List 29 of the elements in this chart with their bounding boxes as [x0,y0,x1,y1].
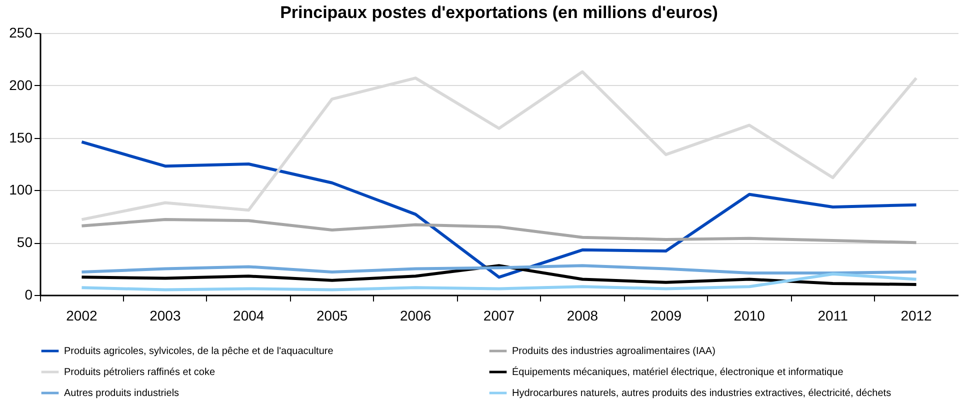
chart-title: Principaux postes d'exportations (en millions d'euros) [280,3,718,22]
y-tick-label: 0 [24,286,33,302]
x-tick-label: 2006 [400,308,432,324]
y-tick-label: 150 [9,129,33,146]
x-tick-label: 2010 [734,308,766,324]
x-tick-label: 2004 [233,308,264,324]
legend-label: Autres produits industriels [64,388,180,399]
y-tick-label: 250 [9,24,33,40]
y-tick-label: 200 [9,76,33,93]
x-tick-label: 2003 [150,308,181,324]
line-series [80,218,918,244]
x-tick-label: 2012 [900,308,932,324]
legend-label: Hydrocarbures naturels, autres produits des industries extractives, électricité, déchets [512,388,892,399]
legend-label: Produits des industries agroalimentaires (IAA) [512,346,716,357]
x-tick-label: 2007 [483,308,515,324]
x-tick-label: 2011 [818,308,848,324]
x-tick-label: 2002 [66,308,98,324]
legend-label: Produits agricoles, sylvicoles, de la pêche et de l'aquaculture [64,346,334,357]
line-series [80,264,918,274]
x-tick-label: 2009 [650,308,682,324]
line-series [80,140,918,279]
legend-label: Équipements mécaniques, matériel électrique, électronique et informatique [512,366,844,378]
line-series [80,264,918,286]
line-series [80,272,918,292]
legend-label: Produits pétroliers raffinés et coke [64,367,216,378]
x-tick-label: 2005 [316,308,348,324]
y-tick-label: 50 [16,234,33,250]
y-tick-label: 100 [9,182,33,198]
x-tick-label: 2008 [566,308,598,324]
